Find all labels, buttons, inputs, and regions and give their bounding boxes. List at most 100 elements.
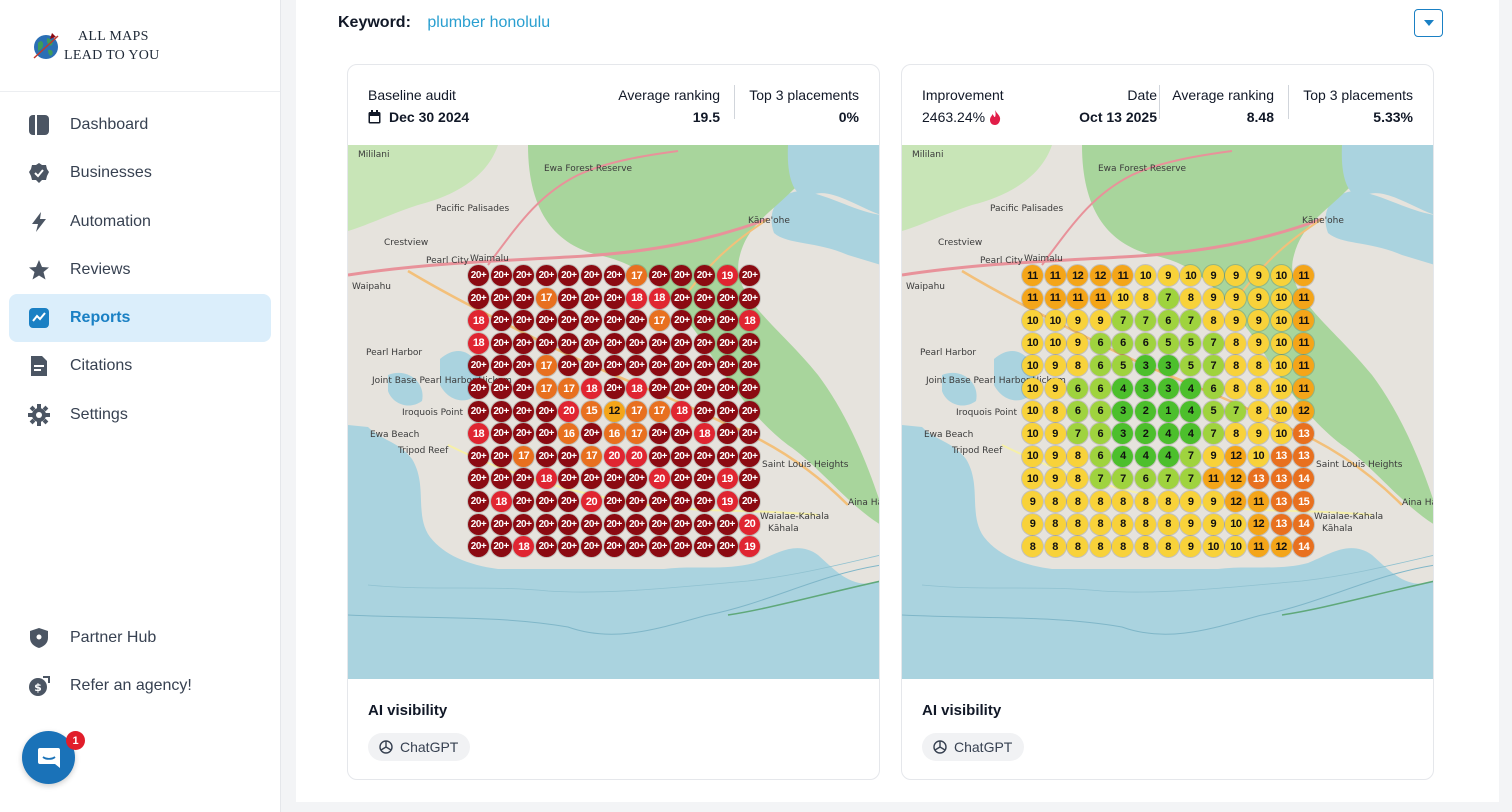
baseline-rank-map[interactable]: Mililani Pacific Palisades Crestview Pearl …	[348, 145, 879, 679]
rank-pin[interactable]: 20+	[671, 310, 693, 332]
rank-pin[interactable]: 4	[1157, 445, 1179, 467]
rank-pin[interactable]: 20+	[671, 536, 693, 558]
rank-pin[interactable]: 20+	[581, 468, 602, 490]
rank-pin[interactable]: 6	[1112, 332, 1134, 354]
rank-pin[interactable]: 7	[1202, 355, 1224, 377]
rank-pin[interactable]: 8	[1157, 513, 1179, 535]
rank-pin[interactable]: 20+	[603, 491, 625, 512]
rank-pin[interactable]: 13	[1270, 468, 1292, 490]
rank-pin[interactable]: 8	[1248, 400, 1269, 422]
rank-pin[interactable]: 8	[1044, 536, 1066, 558]
rank-pin[interactable]: 20+	[694, 310, 715, 332]
rank-pin[interactable]: 9	[1202, 287, 1224, 309]
rank-pin[interactable]: 6	[1067, 378, 1089, 399]
rank-pin[interactable]: 20+	[626, 491, 648, 512]
rank-pin[interactable]: 20+	[535, 536, 557, 558]
rank-pin[interactable]: 18	[490, 491, 512, 512]
rank-pin[interactable]: 8	[1112, 536, 1134, 558]
nav-item-settings[interactable]: Settings	[9, 391, 271, 439]
rank-pin[interactable]: 18	[626, 287, 648, 309]
rank-pin[interactable]: 9	[1044, 468, 1066, 490]
rank-pin[interactable]: 20+	[671, 445, 693, 467]
rank-pin[interactable]: 1	[1157, 400, 1179, 422]
rank-pin[interactable]: 11	[1293, 332, 1315, 354]
rank-pin[interactable]: 14	[1293, 536, 1315, 558]
rank-pin[interactable]: 20+	[490, 513, 512, 535]
rank-pin[interactable]: 19	[716, 265, 738, 286]
rank-pin[interactable]: 20+	[581, 536, 602, 558]
rank-pin[interactable]: 11	[1044, 287, 1066, 309]
rank-pin[interactable]: 20+	[535, 310, 557, 332]
nav-item-partner-hub[interactable]: Partner Hub	[9, 614, 271, 662]
rank-pin[interactable]: 12	[603, 400, 625, 422]
rank-pin[interactable]: 4	[1157, 423, 1179, 445]
rank-pin[interactable]: 9	[1044, 423, 1066, 445]
rank-pin[interactable]: 6	[1135, 332, 1156, 354]
rank-pin[interactable]: 20+	[716, 378, 738, 399]
rank-pin[interactable]: 17	[648, 310, 670, 332]
rank-pin[interactable]: 19	[739, 536, 761, 558]
rank-pin[interactable]: 5	[1180, 355, 1202, 377]
rank-pin[interactable]: 20+	[716, 287, 738, 309]
rank-pin[interactable]: 8	[1135, 491, 1156, 512]
rank-pin[interactable]: 20+	[558, 332, 580, 354]
rank-pin[interactable]: 20+	[671, 265, 693, 286]
rank-pin[interactable]: 20+	[716, 310, 738, 332]
rank-pin[interactable]: 20+	[648, 445, 670, 467]
rank-pin[interactable]: 7	[1225, 400, 1247, 422]
rank-pin[interactable]: 13	[1270, 445, 1292, 467]
rank-pin[interactable]: 6	[1089, 400, 1111, 422]
rank-pin[interactable]: 20+	[603, 332, 625, 354]
rank-pin[interactable]: 8	[1067, 355, 1089, 377]
rank-pin[interactable]: 20+	[468, 287, 489, 309]
rank-pin[interactable]: 7	[1135, 310, 1156, 332]
rank-pin[interactable]: 18	[671, 400, 693, 422]
rank-pin[interactable]: 11	[1022, 265, 1043, 286]
rank-pin[interactable]: 8	[1135, 536, 1156, 558]
rank-pin[interactable]: 7	[1067, 423, 1089, 445]
rank-pin[interactable]: 20+	[648, 355, 670, 377]
collapse-dropdown-button[interactable]	[1414, 9, 1443, 37]
rank-pin[interactable]: 20+	[490, 400, 512, 422]
rank-pin[interactable]: 20+	[648, 378, 670, 399]
rank-pin[interactable]: 8	[1225, 355, 1247, 377]
rank-pin[interactable]: 20+	[739, 468, 761, 490]
rank-pin[interactable]: 20+	[603, 468, 625, 490]
rank-pin[interactable]: 11	[1293, 355, 1315, 377]
nav-item-automation[interactable]: Automation	[9, 198, 271, 246]
rank-pin[interactable]: 20+	[490, 445, 512, 467]
rank-pin[interactable]: 3	[1112, 423, 1134, 445]
rank-pin[interactable]: 20+	[671, 423, 693, 445]
rank-pin[interactable]: 11	[1067, 287, 1089, 309]
rank-pin[interactable]: 4	[1112, 378, 1134, 399]
rank-pin[interactable]: 20+	[558, 513, 580, 535]
rank-pin[interactable]: 20+	[626, 310, 648, 332]
rank-pin[interactable]: 20+	[513, 287, 535, 309]
nav-item-dashboard[interactable]: Dashboard	[9, 101, 271, 149]
rank-pin[interactable]: 7	[1157, 287, 1179, 309]
rank-pin[interactable]: 20+	[603, 265, 625, 286]
rank-pin[interactable]: 9	[1225, 310, 1247, 332]
rank-pin[interactable]: 2	[1135, 423, 1156, 445]
rank-pin[interactable]: 20+	[739, 265, 761, 286]
rank-pin[interactable]: 9	[1157, 265, 1179, 286]
rank-pin[interactable]: 5	[1157, 332, 1179, 354]
rank-pin[interactable]: 17	[513, 445, 535, 467]
rank-pin[interactable]: 20	[626, 445, 648, 467]
rank-pin[interactable]: 4	[1180, 378, 1202, 399]
rank-pin[interactable]: 20+	[716, 332, 738, 354]
rank-pin[interactable]: 10	[1022, 400, 1043, 422]
rank-pin[interactable]: 20+	[694, 513, 715, 535]
rank-pin[interactable]: 9	[1248, 287, 1269, 309]
rank-pin[interactable]: 10	[1270, 423, 1292, 445]
rank-pin[interactable]: 20+	[716, 445, 738, 467]
rank-pin[interactable]: 12	[1293, 400, 1315, 422]
rank-pin[interactable]: 12	[1225, 468, 1247, 490]
rank-pin[interactable]: 14	[1293, 468, 1315, 490]
rank-pin[interactable]: 20+	[581, 310, 602, 332]
rank-pin[interactable]: 9	[1180, 513, 1202, 535]
rank-pin[interactable]: 20+	[558, 355, 580, 377]
rank-pin[interactable]: 20+	[648, 332, 670, 354]
rank-pin[interactable]: 20+	[581, 355, 602, 377]
rank-pin[interactable]: 10	[1022, 378, 1043, 399]
